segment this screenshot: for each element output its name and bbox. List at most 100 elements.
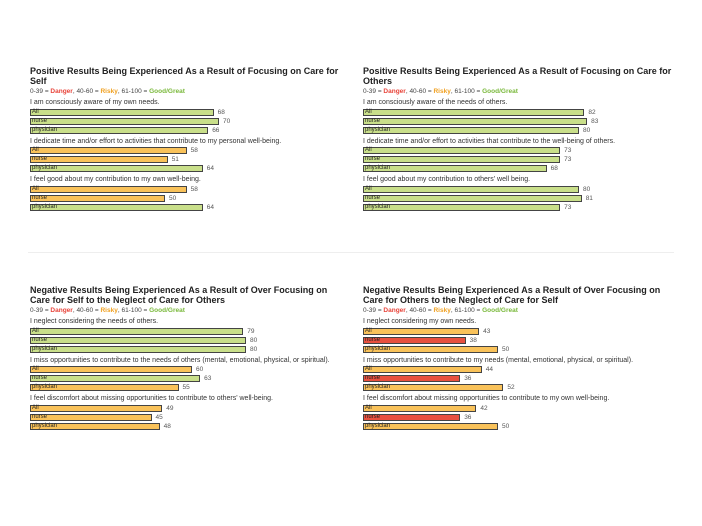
bar-All [363,366,482,373]
question-text: I am consciously aware of my own needs. [30,99,160,106]
bar-row: All 58 [30,147,345,155]
bar-category-label: All [365,404,372,411]
bar-value-label: 73 [564,147,572,154]
bar-category-label: nurse [365,336,381,343]
bar-row: nurse 45 [30,413,345,422]
bar-row: nurse 83 [363,117,678,126]
chart-panel-care-for-self: Positive Results Being Experienced As a … [30,66,345,213]
bar-row: nurse 50 [30,194,345,203]
bar-row: nurse 36 [363,375,678,383]
bar-category-label: nurse [32,117,48,124]
bar-value-label: 83 [591,117,599,125]
bar-All [363,108,585,116]
bar-physician [363,422,498,430]
bar-row: All 82 [363,108,678,117]
bar-category-label: physician [365,203,391,210]
bar-value-label: 44 [485,366,494,373]
bar-category-label: physician [32,203,58,210]
score-legend: 0-39 = Danger, 40-60 = Risky, 61-100 = G… [30,307,345,315]
score-legend: 0-39 = Danger, 40-60 = Risky, 61-100 = G… [30,88,345,96]
bar-category-label: All [32,366,39,372]
legend-risky: Risky [433,88,451,95]
bar-value-label: 80 [583,185,591,193]
question-text: I feel good about my contribution to oth… [363,176,531,183]
bar-row: All 60 [30,366,345,374]
bar-value-label: 66 [212,126,220,134]
bar-nurse [363,375,461,382]
bar-row: All 80 [363,185,678,194]
bar-row: physician 48 [30,422,345,431]
bar-value-label: 79 [247,327,255,335]
bar-category-label: nurse [32,336,48,343]
bar-category-label: nurse [32,413,48,420]
score-legend: 0-39 = Danger, 40-60 = Risky, 61-100 = G… [363,88,678,96]
bar-physician [30,345,246,353]
bar-nurse [363,117,588,125]
bar-category-label: physician [32,165,58,171]
question-text: I feel good about my contribution to my … [30,176,201,183]
bar-row: physician 64 [30,165,345,173]
bar-category-label: nurse [365,375,381,381]
bar-value-label: 50 [502,422,510,430]
bar-value-label: 55 [182,384,190,391]
chart-title: Positive Results Being Experienced As a … [30,66,339,86]
legend-good-range: , 61-100 = [450,307,483,314]
legend-danger-range: 0-39 = [30,307,51,314]
legend-danger-range: 0-39 = [363,88,384,95]
bar-All [30,404,163,412]
bar-value-label: 80 [583,126,591,134]
bar-category-label: All [365,185,372,192]
bar-row: physician 66 [30,126,345,135]
question-text: I dedicate time and/or effort to activit… [30,137,282,145]
chart-title: Positive Results Being Experienced As a … [363,66,672,86]
bar-row: physician 80 [363,126,678,135]
bar-row: All 49 [30,404,345,413]
bar-value-label: 38 [469,336,477,344]
bar-category-label: physician [365,345,391,352]
legend-danger: Danger [50,307,73,314]
bar-value-label: 48 [163,422,171,430]
bar-category-label: All [32,404,39,411]
bar-category-label: All [32,147,39,153]
chart-panel-care-for-others: Positive Results Being Experienced As a … [363,66,678,213]
bar-row: nurse 80 [30,336,345,345]
bar-nurse [363,413,461,421]
bar-value-label: 63 [204,375,212,382]
bar-row: nurse 81 [363,194,678,203]
bar-category-label: nurse [32,194,48,201]
bar-nurse [30,117,219,125]
bar-category-label: All [365,147,372,153]
legend-danger-range: 0-39 = [30,88,51,95]
bar-value-label: 51 [171,156,179,163]
bar-value-label: 81 [585,194,593,202]
bar-category-label: All [365,366,372,372]
bar-nurse [30,194,165,202]
bar-All [30,366,192,373]
bar-value-label: 80 [250,336,258,344]
bar-row: physician 50 [363,422,678,431]
bar-value-label: 36 [464,413,472,421]
bar-value-label: 60 [196,366,204,373]
bar-value-label: 36 [464,375,472,382]
bar-row: physician 64 [30,203,345,212]
question-text: I miss opportunities to contribute to my… [363,356,634,364]
bar-nurse [30,375,201,382]
bar-category-label: All [365,108,372,115]
chart-title: Negative Results Being Experienced As a … [30,285,328,305]
bar-All [30,147,187,154]
legend-danger-range: 0-39 = [363,307,384,314]
legend-risky-range: , 40-60 = [72,88,101,95]
bar-category-label: physician [365,384,391,390]
bar-value-label: 80 [250,345,258,353]
bar-value-label: 58 [190,185,198,193]
legend-good: Good/Great [482,307,518,314]
question-groups: I am consciously aware of the needs of o… [363,99,678,212]
legend-risky-range: , 40-60 = [72,307,101,314]
legend-danger: Danger [383,88,406,95]
bar-All [30,327,244,335]
bar-nurse [363,194,582,202]
bar-row: All 68 [30,108,345,117]
chart-panel-neglect-of-self: Negative Results Being Experienced As a … [363,285,678,432]
bar-value-label: 52 [507,384,515,391]
legend-good-range: , 61-100 = [117,307,150,314]
